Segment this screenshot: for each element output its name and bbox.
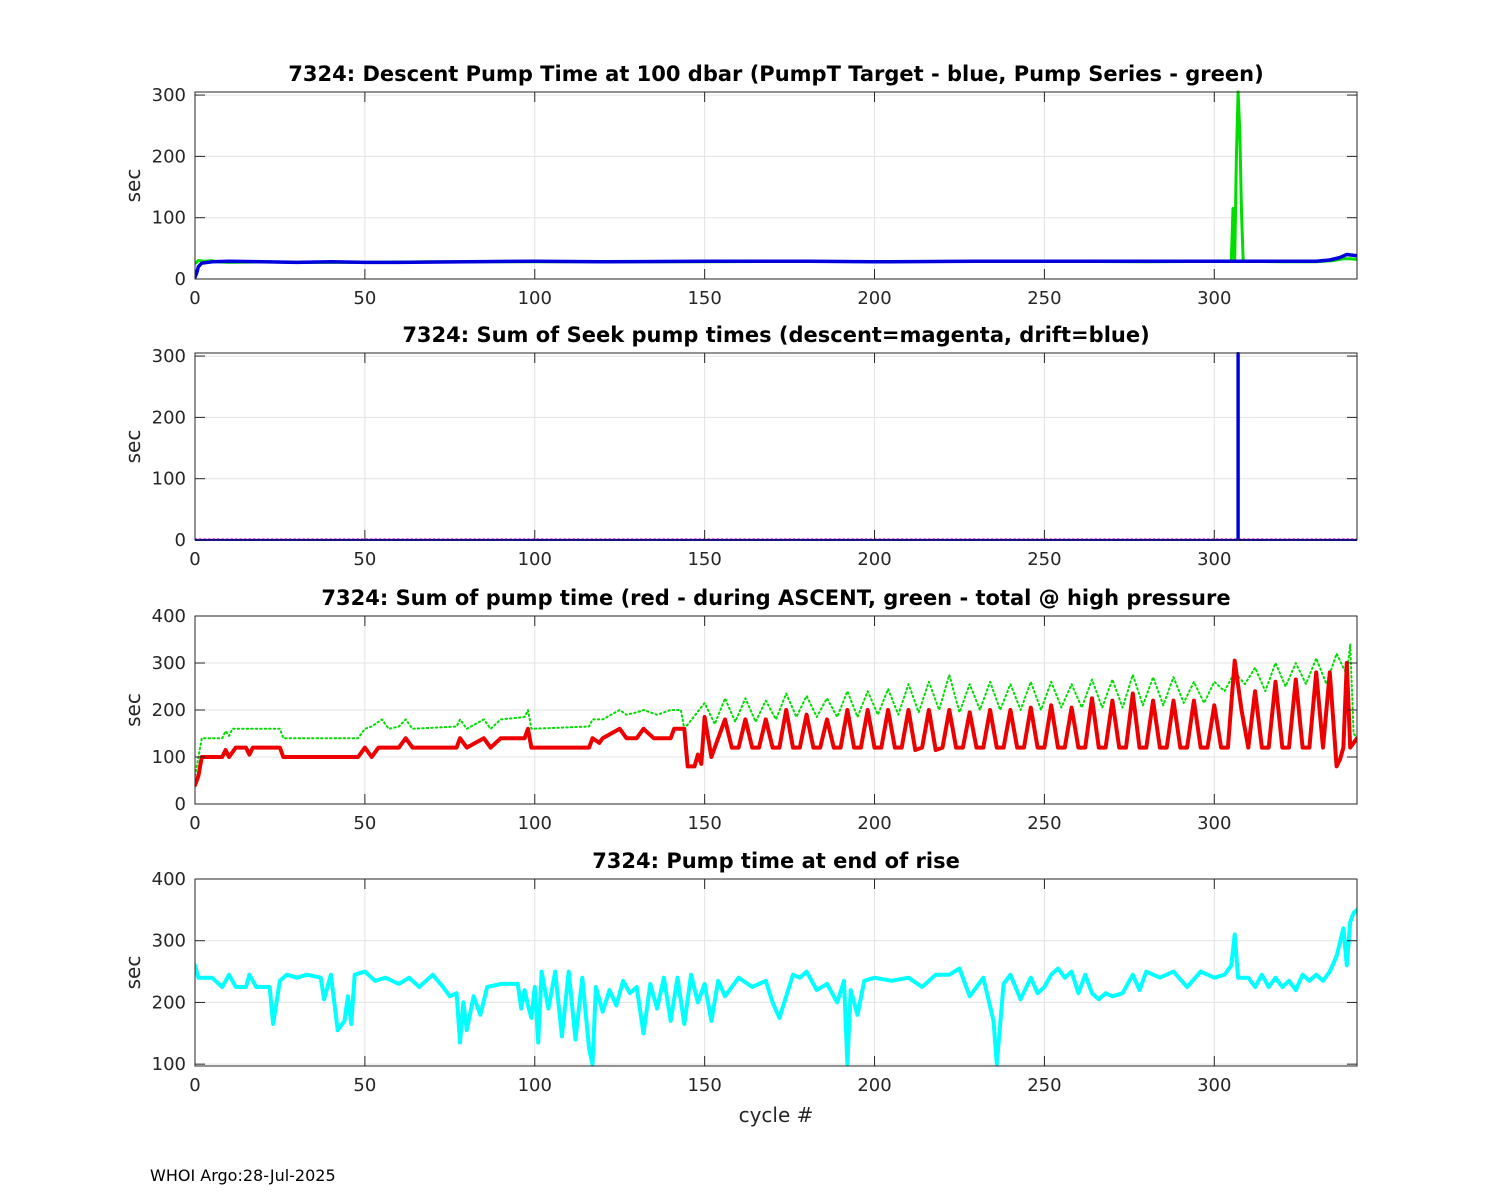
- x-tick-label: 250: [1027, 1075, 1061, 1096]
- x-axis-label: cycle #: [739, 1103, 814, 1127]
- y-tick-label: 400: [152, 606, 186, 627]
- subplot-1: 0 50 100 150 200 250 300 0 100 200 300 7324: Descen…: [121, 62, 1358, 309]
- x-tick-label: 100: [518, 549, 552, 570]
- y-tick-label: 0: [175, 530, 186, 551]
- series-line-2: [195, 252, 1357, 279]
- footer-credit: WHOI Argo:28-Jul-2025: [150, 1166, 336, 1185]
- y-tick-label: 300: [152, 931, 186, 952]
- subplot-3: 0 50 100 150 200 250 300 0 100 200 300 400 7324: Sum…: [121, 586, 1358, 834]
- x-tick-label: 250: [1027, 549, 1061, 570]
- x-tick-label: 200: [857, 1075, 891, 1096]
- x-tick-label: 150: [687, 813, 721, 834]
- y-axis-label: sec: [121, 169, 145, 203]
- axes-box: [194, 878, 1358, 1067]
- y-tick-label: 200: [152, 992, 186, 1013]
- y-tick-label: 300: [152, 85, 186, 106]
- y-tick-label: 300: [152, 346, 186, 367]
- y-tick-label: 200: [152, 407, 186, 428]
- x-tick-label: 150: [687, 1075, 721, 1096]
- x-tick-label: 150: [687, 549, 721, 570]
- x-tick-label: 50: [353, 813, 376, 834]
- x-tick-label: 0: [189, 813, 200, 834]
- x-tick-label: 50: [353, 549, 376, 570]
- axes-box: [194, 91, 1358, 280]
- x-tick-label: 200: [857, 813, 891, 834]
- y-tick-label: 100: [152, 747, 186, 768]
- subplot-4: 0 50 100 150 200 250 300 100 200 300 400 7324: Pump…: [121, 849, 1358, 1127]
- y-tick-label: 0: [175, 269, 186, 290]
- x-tick-label: 50: [353, 288, 376, 309]
- x-tick-label: 100: [518, 288, 552, 309]
- plot-area: [195, 92, 1357, 279]
- y-tick-label: 200: [152, 700, 186, 721]
- y-tick-label: 300: [152, 653, 186, 674]
- x-tick-label: 0: [189, 288, 200, 309]
- x-tick-label: 300: [1197, 813, 1231, 834]
- x-tick-label: 300: [1197, 1075, 1231, 1096]
- x-tick-label: 300: [1197, 549, 1231, 570]
- axes-box: [194, 352, 1358, 541]
- x-tick-label: 100: [518, 1075, 552, 1096]
- x-tick-label: 200: [857, 288, 891, 309]
- chart-title: 7324: Sum of pump time (red - during ASC…: [321, 586, 1230, 610]
- y-tick-label: 0: [175, 794, 186, 815]
- y-tick-label: 100: [152, 1054, 186, 1075]
- y-tick-label: 100: [152, 208, 186, 229]
- y-tick-label: 400: [152, 869, 186, 890]
- x-tick-label: 0: [189, 549, 200, 570]
- x-tick-label: 50: [353, 1075, 376, 1096]
- x-tick-label: 250: [1027, 288, 1061, 309]
- x-tick-label: 0: [189, 1075, 200, 1096]
- series-line-1: [195, 643, 1357, 777]
- x-tick-label: 300: [1197, 288, 1231, 309]
- x-tick-label: 100: [518, 813, 552, 834]
- x-tick-label: 250: [1027, 813, 1061, 834]
- x-tick-label: 200: [857, 549, 891, 570]
- x-tick-label: 150: [687, 288, 721, 309]
- series-line-2: [195, 658, 1357, 788]
- plot-area: [195, 353, 1357, 540]
- y-axis-label: sec: [121, 430, 145, 464]
- chart-title: 7324: Descent Pump Time at 100 dbar (Pum…: [288, 62, 1263, 86]
- chart-title: 7324: Pump time at end of rise: [592, 849, 960, 873]
- subplot-2: 0 50 100 150 200 250 300 0 100 200 300 7324: Sum of…: [121, 323, 1358, 570]
- plot-area: [195, 879, 1357, 1066]
- y-tick-label: 100: [152, 469, 186, 490]
- series-line-1: [195, 907, 1357, 1067]
- y-tick-label: 200: [152, 146, 186, 167]
- y-axis-label: sec: [121, 693, 145, 727]
- y-axis-label: sec: [121, 956, 145, 990]
- chart-title: 7324: Sum of Seek pump times (descent=ma…: [402, 323, 1149, 347]
